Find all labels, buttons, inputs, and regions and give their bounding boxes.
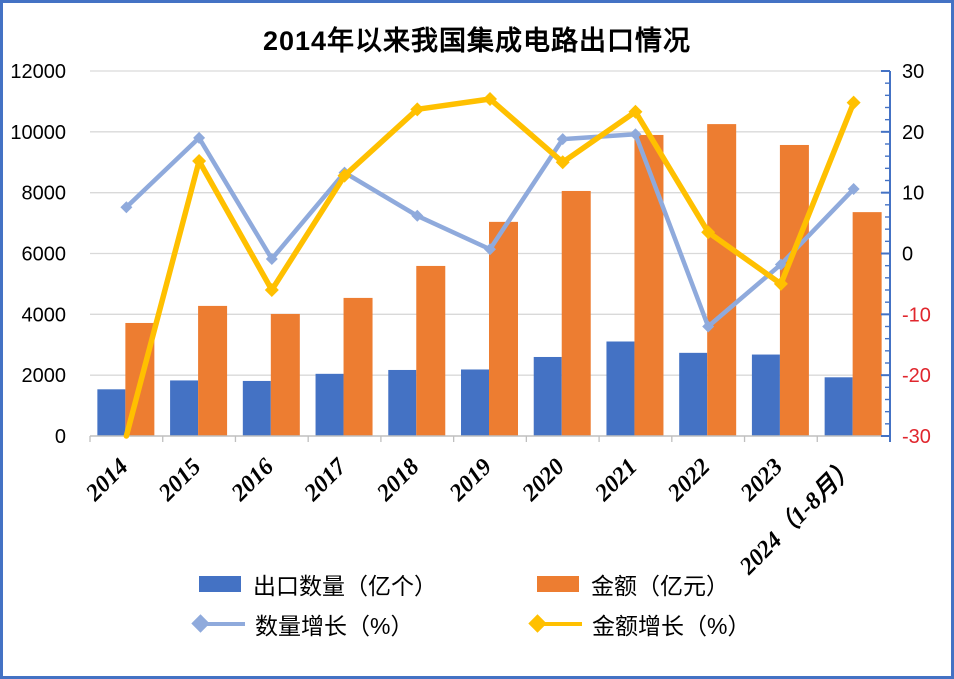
diamond-marker-icon	[264, 283, 279, 297]
bar-amount-2016	[270, 313, 300, 436]
diamond-marker-icon	[555, 155, 570, 170]
right-axis-label: 10	[902, 183, 924, 205]
legend-label-amount-growth: 金额增长（%）	[592, 613, 751, 639]
legend-swatch-quantity-growth	[191, 614, 245, 633]
bar-amount-2022	[707, 124, 737, 437]
x-axis-category-label: 2023	[735, 454, 788, 507]
chart-title: 2014年以来我国集成电路出口情况	[262, 26, 692, 56]
legend-label-amount: 金额（亿元）	[591, 573, 729, 599]
legend-label-export-quantity: 出口数量（亿个）	[253, 573, 437, 599]
diamond-marker-icon	[120, 201, 133, 214]
x-axis-category-label: 2020	[517, 454, 570, 507]
x-axis-category-label: 2014	[81, 454, 134, 507]
x-axis-category-label: 2022	[662, 454, 715, 507]
legend-label-quantity-growth: 数量增长（%）	[255, 613, 414, 639]
right-axis-label: 0	[902, 244, 913, 266]
bar-amount-2018	[416, 265, 446, 436]
right-axis-label: 20	[902, 122, 924, 144]
left-axis-label: 2000	[22, 365, 67, 387]
diamond-marker-icon	[773, 276, 788, 291]
bar-export-quantity-2023	[751, 354, 780, 436]
diamond-marker-icon	[192, 154, 207, 169]
left-axis-label: 6000	[22, 244, 67, 266]
bar-export-quantity-2016	[242, 380, 271, 436]
x-axis-category-label: 2015	[153, 454, 206, 507]
diamond-marker-icon	[847, 183, 860, 196]
diamond-marker-icon	[483, 91, 497, 106]
bar-amount-2020	[561, 190, 591, 436]
bar-export-quantity-2014	[97, 389, 126, 436]
bar-export-quantity-2022	[679, 352, 708, 436]
left-axis-label: 8000	[22, 183, 67, 205]
diamond-marker-icon	[265, 252, 278, 265]
diamond-marker-icon	[702, 320, 715, 333]
bar-export-quantity-2019	[461, 369, 489, 436]
left-axis-label: 10000	[10, 122, 66, 144]
x-axis-category-label: 2016	[226, 454, 279, 507]
right-axis-label: -10	[902, 304, 931, 326]
left-axis-label: 12000	[10, 61, 66, 83]
bar-amount-2017	[343, 297, 373, 436]
legend-swatch-amount	[537, 576, 579, 592]
bar-amount-2019	[489, 221, 518, 436]
diamond-marker-icon	[628, 104, 643, 119]
diamond-marker-icon	[774, 258, 787, 271]
diamond-marker-icon	[701, 225, 716, 240]
legend-item-export-quantity: 出口数量（亿个）	[199, 571, 437, 599]
bar-export-quantity-2021	[606, 341, 635, 436]
legend-swatch-export-quantity	[199, 576, 241, 592]
x-axis-category-label: 2021	[590, 454, 643, 507]
left-axis-label: 4000	[22, 304, 67, 326]
bar-export-quantity-2020	[533, 356, 562, 436]
diamond-marker-icon	[193, 131, 206, 144]
right-axis-label: 30	[902, 61, 924, 83]
x-axis-category-label: 2018	[371, 454, 424, 507]
diamond-marker-icon	[484, 243, 496, 256]
chart-plot-area: 0 2000 4000 6000 8000 10000 12000 -30 -20 -10 0 10 2…	[10, 61, 931, 580]
legend-swatch-amount-growth	[528, 614, 582, 633]
right-axis-label: -30	[902, 426, 931, 448]
x-axis-category-label: 2017	[299, 453, 353, 507]
bar-export-quantity-2024（1-8月）	[824, 377, 853, 436]
bar-amount-2024（1-8月）	[852, 212, 882, 436]
diamond-marker-icon	[410, 102, 425, 117]
right-axis-label: -20	[902, 365, 931, 387]
diamond-marker-icon	[411, 209, 424, 222]
diamond-marker-icon	[556, 133, 569, 146]
diamond-marker-icon	[846, 95, 861, 110]
bar-export-quantity-2015	[170, 380, 199, 436]
diamond-marker-icon	[528, 614, 547, 633]
legend-item-amount-growth: 金额增长（%）	[528, 611, 750, 639]
bar-amount-2015	[198, 305, 228, 436]
legend-item-quantity-growth: 数量增长（%）	[191, 611, 413, 639]
bar-export-quantity-2017	[315, 373, 344, 436]
diamond-marker-icon	[191, 614, 210, 633]
legend-item-amount: 金额（亿元）	[537, 571, 729, 599]
diamond-marker-icon	[629, 128, 642, 141]
x-axis-category-label: 2019	[444, 454, 497, 507]
diamond-marker-icon	[337, 168, 352, 183]
bar-amount-2021	[634, 134, 664, 436]
bar-export-quantity-2018	[388, 369, 417, 436]
bar-amount-2023	[779, 144, 809, 436]
left-axis-label: 0	[55, 426, 66, 448]
